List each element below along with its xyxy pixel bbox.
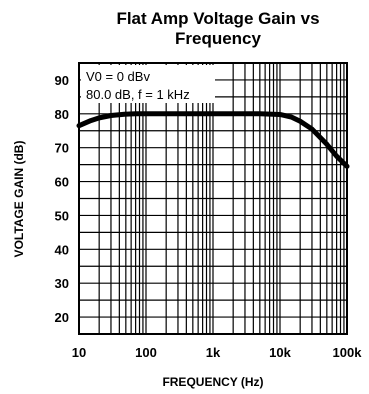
y-tick-labels: 20 30 40 50 60 70 80 90 — [55, 73, 69, 325]
x-tick-labels: 10 100 1k 10k 100k — [72, 345, 362, 360]
series-line — [76, 111, 350, 169]
y-tick-label: 30 — [55, 276, 69, 291]
x-tick-label: 1k — [206, 345, 221, 360]
chart-title-line1: Flat Amp Voltage Gain vs — [116, 9, 319, 28]
y-tick-label: 90 — [55, 73, 69, 88]
chart-title-line2: Frequency — [175, 29, 262, 48]
x-tick-label: 10 — [72, 345, 86, 360]
x-tick-label: 10k — [269, 345, 291, 360]
y-axis-label: VOLTAGE GAIN (dB) — [12, 141, 26, 258]
annotation-gain-condition: V0 = 0 dBv — [86, 69, 150, 84]
y-tick-label: 80 — [55, 107, 69, 122]
y-tick-label: 70 — [55, 141, 69, 156]
y-tick-label: 20 — [55, 310, 69, 325]
grid — [78, 62, 347, 335]
x-tick-label: 100k — [333, 345, 363, 360]
y-tick-label: 60 — [55, 175, 69, 190]
annotation-gain-value: 80.0 dB, f = 1 kHz — [86, 87, 190, 102]
plot-frame — [78, 62, 348, 335]
x-axis-label: FREQUENCY (Hz) — [162, 375, 263, 389]
annotation-box — [81, 65, 215, 103]
y-tick-label: 50 — [55, 208, 69, 223]
x-tick-label: 100 — [135, 345, 157, 360]
y-tick-label: 40 — [55, 242, 69, 257]
